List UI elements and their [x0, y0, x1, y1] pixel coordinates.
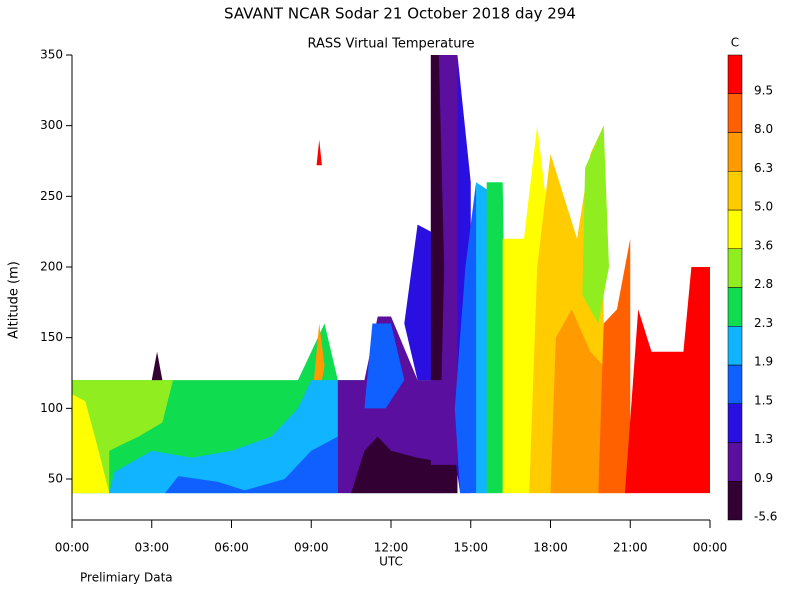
contour-region [430, 55, 445, 381]
contour-region [72, 394, 110, 494]
contour-region [316, 139, 322, 166]
y-tick-label: 150 [40, 330, 63, 344]
colorbar-band [727, 442, 743, 482]
y-tick-label: 350 [40, 48, 63, 62]
x-axis-label: UTC [379, 555, 403, 569]
x-tick-label: 15:00 [453, 541, 488, 555]
colorbar-band [727, 93, 743, 133]
x-tick-label: 06:00 [214, 541, 249, 555]
x-tick-label: 00:00 [55, 541, 90, 555]
x-tick-label: 09:00 [294, 541, 329, 555]
y-tick-label: 300 [40, 118, 63, 132]
y-axis-label: Altitude (m) [7, 261, 22, 339]
colorbar-label: -5.6 [754, 510, 777, 524]
contour-region [351, 436, 458, 494]
colorbar-label: 1.3 [754, 432, 773, 446]
x-tick-label: 21:00 [613, 541, 648, 555]
x-tick-label: 03:00 [134, 541, 169, 555]
colorbar-band [727, 248, 743, 288]
colorbar-label: 2.8 [754, 277, 773, 291]
colorbar-band [727, 209, 743, 249]
contour-region [364, 323, 405, 409]
contour-region [624, 267, 710, 494]
contour-region [165, 436, 338, 494]
contour-field [72, 55, 710, 494]
note: Prelimiary Data [80, 571, 173, 585]
x-tick-label: 12:00 [374, 541, 409, 555]
colorbar-unit: C [731, 36, 739, 50]
contour-region [582, 125, 609, 324]
colorbar-label: 9.5 [754, 83, 773, 97]
colorbar-band [727, 326, 743, 366]
chart-subtitle: RASS Virtual Temperature [308, 37, 475, 52]
x-tick-label: 18:00 [533, 541, 568, 555]
colorbar-label: 6.3 [754, 161, 773, 175]
y-tick-label: 250 [40, 189, 63, 203]
colorbar-band [727, 171, 743, 211]
y-tick-label: 50 [48, 472, 63, 486]
contour-region [313, 323, 325, 381]
colorbar-band [727, 132, 743, 172]
colorbar-band [727, 54, 743, 94]
y-tick-label: 100 [40, 401, 63, 415]
x-tick-label: 00:00 [693, 541, 728, 555]
colorbar-band [727, 287, 743, 327]
chart-title: SAVANT NCAR Sodar 21 October 2018 day 29… [224, 5, 576, 23]
colorbar-label: 2.3 [754, 316, 773, 330]
colorbar-label: 3.6 [754, 238, 773, 252]
colorbar-label: 0.9 [754, 471, 773, 485]
colorbar-label: 1.9 [754, 355, 773, 369]
colorbar-label: 1.5 [754, 393, 773, 407]
colorbar-band [727, 364, 743, 404]
contour-region [598, 238, 631, 494]
colorbar-band [727, 403, 743, 443]
contour-region [109, 380, 338, 494]
colorbar-label: 8.0 [754, 122, 773, 136]
colorbar-band [727, 481, 743, 521]
y-tick-label: 200 [40, 260, 63, 274]
contour-region [151, 351, 163, 381]
colorbar-label: 5.0 [754, 200, 773, 214]
